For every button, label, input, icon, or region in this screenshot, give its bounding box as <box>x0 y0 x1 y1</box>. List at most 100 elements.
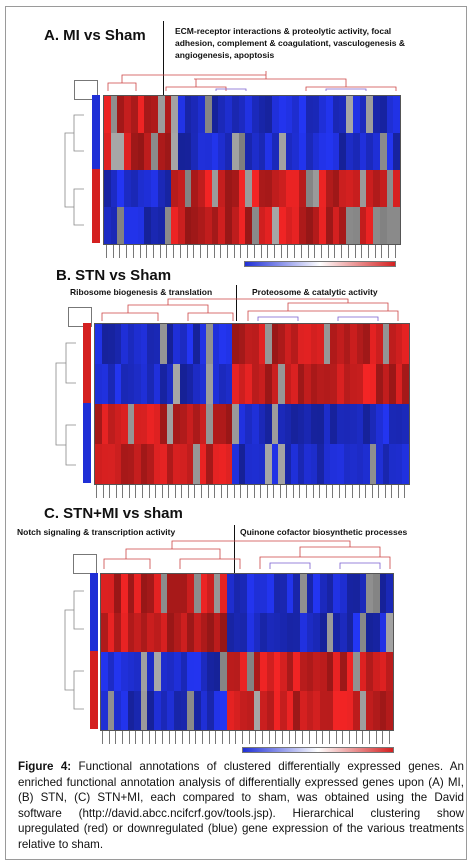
heatmap-cell <box>147 652 155 691</box>
gene-label-tick <box>159 245 161 258</box>
heatmap-cell <box>304 364 311 404</box>
heatmap-cell <box>366 652 374 691</box>
heatmap-cell <box>130 207 138 244</box>
gene-label-tick <box>381 245 383 258</box>
gene-label-tick <box>280 245 282 258</box>
gene-label-tick <box>233 485 235 498</box>
heatmap-cell <box>359 96 367 133</box>
heatmap-cell <box>186 324 194 364</box>
heatmap-cell <box>323 444 331 484</box>
panel-b-annotation-left: Ribosome biogenesis & translation <box>70 287 213 297</box>
heatmap-cell <box>366 170 374 207</box>
heatmap-cell <box>339 207 347 244</box>
heatmap-cell <box>366 96 374 133</box>
gene-label-tick <box>102 485 104 498</box>
heatmap-cell <box>238 404 246 444</box>
heatmap-cell <box>326 574 334 613</box>
heatmap-cell <box>366 574 374 613</box>
heatmap-cell <box>305 170 313 207</box>
heatmap-cell <box>350 324 357 364</box>
heatmap-cell <box>402 444 409 484</box>
heatmap-cell <box>245 133 252 170</box>
heatmap-cell <box>352 96 360 133</box>
heatmap-cell <box>339 691 347 730</box>
gene-label-tick <box>161 485 163 498</box>
heatmap-cell <box>319 96 326 133</box>
heatmap-cell <box>386 652 393 691</box>
heatmap-cell <box>157 96 165 133</box>
heatmap-cell <box>231 207 239 244</box>
gene-label-tick <box>242 731 244 744</box>
gene-label-tick <box>193 245 195 258</box>
group-bar <box>90 612 98 651</box>
heatmap-cell <box>389 324 396 364</box>
heatmap-cell <box>191 96 199 133</box>
panel-b-title: B. STN vs Sham <box>56 267 172 284</box>
gene-label-tick <box>222 731 224 744</box>
heatmap-cell <box>346 133 353 170</box>
heatmap-cell <box>299 96 306 133</box>
heatmap-cell <box>114 404 122 444</box>
group-bar <box>83 363 91 403</box>
group-bar <box>92 206 100 243</box>
heatmap-cell <box>343 324 351 364</box>
gene-label-tick <box>341 245 343 258</box>
heatmap-cell <box>219 364 226 404</box>
gene-label-tick <box>220 245 222 258</box>
panel-a-column-dendrogram <box>107 71 397 91</box>
group-bar <box>83 443 91 483</box>
heatmap-cell <box>101 652 108 691</box>
heatmap-cell <box>333 574 340 613</box>
gene-label-tick <box>220 485 222 498</box>
panel-a-annotation: ECM-receptor interactions & proteolytic … <box>175 26 406 60</box>
heatmap-cell <box>147 404 154 444</box>
heatmap-cell <box>207 613 214 652</box>
heatmap-cell <box>386 170 394 207</box>
heatmap-cell <box>104 170 111 207</box>
heatmap-cell <box>134 652 141 691</box>
gene-label-tick <box>148 485 150 498</box>
gene-label-tick <box>321 245 322 258</box>
heatmap-cell <box>173 691 181 730</box>
heatmap-cell <box>306 574 314 613</box>
heatmap-cell <box>300 613 307 652</box>
gene-label-tick <box>162 731 164 744</box>
heatmap-cell <box>319 613 327 652</box>
panel-c-divider-line <box>234 525 235 573</box>
heatmap-cell <box>258 404 266 444</box>
heatmap-cell <box>232 444 239 484</box>
heatmap-cell <box>253 652 261 691</box>
gene-label-tick <box>139 245 141 258</box>
gene-label-tick <box>295 731 297 744</box>
heatmap-cell <box>225 324 233 364</box>
heatmap-cell <box>251 170 259 207</box>
heatmap-cell <box>258 364 266 404</box>
heatmap-cell <box>272 170 279 207</box>
heatmap-cell <box>147 574 155 613</box>
heatmap-cell <box>326 691 334 730</box>
heatmap-cell <box>393 170 400 207</box>
heatmap-cell <box>356 444 364 484</box>
gene-label-tick <box>188 731 190 744</box>
heatmap-cell <box>184 96 192 133</box>
heatmap-cell <box>114 613 121 652</box>
heatmap-cell <box>333 613 340 652</box>
panel-b-row-dendrogram <box>55 342 76 466</box>
heatmap-cell <box>265 324 272 364</box>
heatmap-cell <box>206 444 213 484</box>
heatmap-cell <box>157 133 165 170</box>
heatmap-cell <box>325 133 333 170</box>
heatmap-cell <box>225 207 232 244</box>
heatmap-cell <box>95 404 102 444</box>
heatmap-cell <box>310 364 318 404</box>
gene-label-tick <box>307 245 309 258</box>
heatmap-cell <box>107 691 115 730</box>
heatmap-cell <box>293 691 301 730</box>
heatmap-cell <box>213 652 221 691</box>
gene-label-tick <box>282 731 284 744</box>
heatmap-cell <box>353 652 360 691</box>
heatmap-cell <box>356 324 364 364</box>
heatmap-cell <box>101 444 109 484</box>
heatmap-cell <box>212 364 220 404</box>
heatmap-cell <box>317 324 324 364</box>
